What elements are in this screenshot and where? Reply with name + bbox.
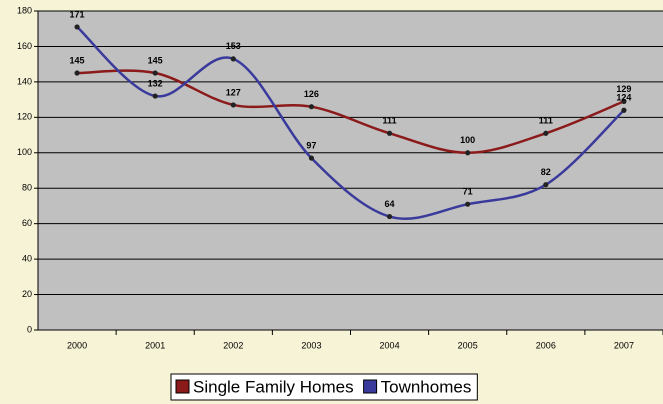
data-point <box>308 155 315 161</box>
x-tick-label: 2004 <box>380 340 400 350</box>
data-point <box>465 150 471 156</box>
data-label: 127 <box>226 87 241 97</box>
data-label: 145 <box>148 55 163 65</box>
data-label: 126 <box>304 89 319 99</box>
data-label: 111 <box>383 116 397 126</box>
x-tick-label: 2005 <box>458 340 478 350</box>
plot-area <box>38 11 663 330</box>
x-tick-label: 2002 <box>223 340 243 350</box>
legend-label: Townhomes <box>381 377 472 396</box>
y-tick-label: 180 <box>17 5 32 15</box>
x-tick-label: 2003 <box>301 340 321 350</box>
data-label: 100 <box>460 135 475 145</box>
data-point <box>74 24 80 30</box>
y-tick-label: 40 <box>22 253 32 263</box>
data-label: 82 <box>541 167 551 177</box>
data-point <box>308 104 315 110</box>
data-point <box>152 93 158 99</box>
data-point <box>543 130 549 136</box>
y-tick-label: 160 <box>17 41 32 51</box>
y-tick-label: 0 <box>27 324 32 334</box>
data-point <box>621 107 627 113</box>
legend-box <box>170 373 478 401</box>
data-point <box>386 130 393 136</box>
y-tick-label: 60 <box>22 218 32 228</box>
series-line <box>77 69 625 155</box>
y-tick-label: 20 <box>22 289 32 299</box>
y-tick-label: 100 <box>17 147 32 157</box>
data-label: 132 <box>148 78 163 88</box>
data-point <box>386 213 393 220</box>
data-point <box>465 201 471 207</box>
data-label: 171 <box>70 9 85 19</box>
data-label: 124 <box>616 93 631 103</box>
x-tick-label: 2007 <box>614 340 634 350</box>
y-tick-label: 80 <box>22 183 32 193</box>
data-point <box>74 70 80 76</box>
data-point <box>543 182 549 188</box>
data-point <box>230 102 236 108</box>
y-tick-label: 120 <box>17 112 32 122</box>
data-label: 129 <box>616 84 631 94</box>
data-label: 64 <box>385 199 395 209</box>
data-label: 97 <box>306 140 316 150</box>
data-point <box>621 98 627 104</box>
data-label: 153 <box>226 41 241 51</box>
legend-swatch <box>175 379 190 394</box>
data-label: 145 <box>70 55 85 65</box>
y-tick-label: 140 <box>17 76 32 86</box>
x-tick-label: 2000 <box>67 340 87 350</box>
data-label: 111 <box>539 116 553 126</box>
legend-label: Single Family Homes <box>193 377 354 396</box>
legend-swatch <box>363 379 378 394</box>
data-point <box>152 70 158 76</box>
x-tick-label: 2006 <box>536 340 556 350</box>
x-tick-label: 2001 <box>145 340 165 350</box>
series-line <box>76 26 625 220</box>
legend: Single Family Homes Townhomes <box>170 373 478 401</box>
data-point <box>230 56 236 62</box>
data-label: 71 <box>463 187 473 197</box>
